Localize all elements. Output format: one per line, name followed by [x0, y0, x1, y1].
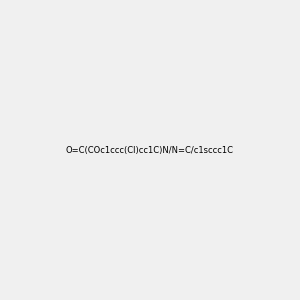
Text: O=C(COc1ccc(Cl)cc1C)N/N=C/c1sccc1C: O=C(COc1ccc(Cl)cc1C)N/N=C/c1sccc1C: [66, 146, 234, 154]
